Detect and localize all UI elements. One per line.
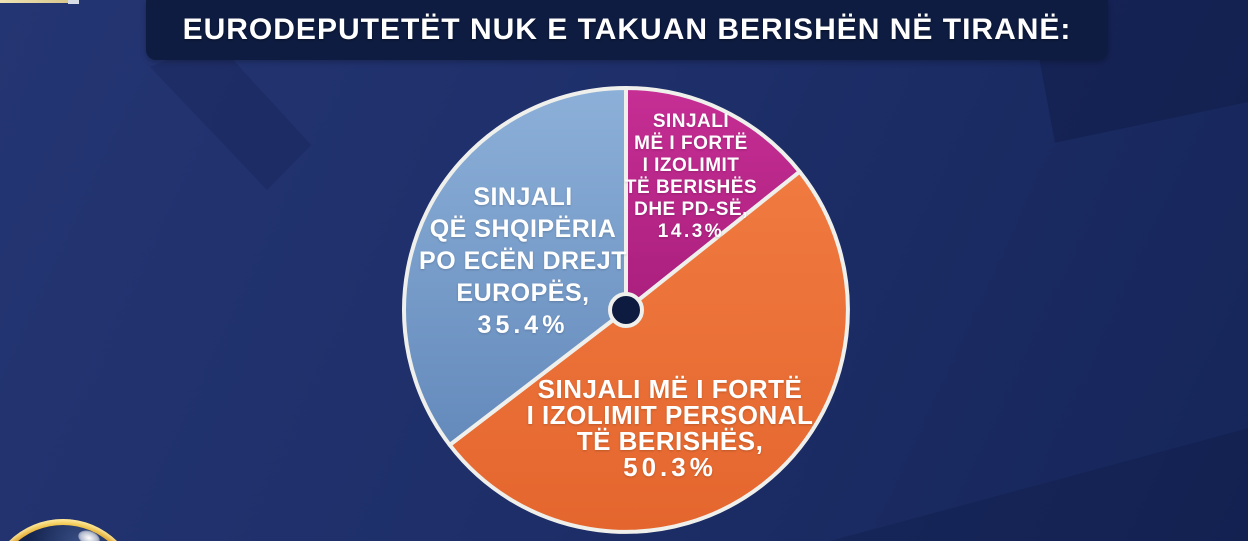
pie-label-blue-slice: SINJALI QË SHQIPËRIA PO ECËN DREJT EUROP…: [419, 181, 627, 341]
pie-slice-izolimi-berishes-dhe-pd-se: [624, 86, 802, 312]
pie-label-line: QË SHQIPËRIA: [429, 215, 617, 243]
top-edge-white-sliver: [68, 0, 79, 4]
top-edge-gold-line: [0, 0, 68, 3]
pie-label-line: SINJALI: [652, 111, 730, 132]
pie-label-percent: 14.3%: [657, 221, 725, 242]
pie-chart: [402, 86, 850, 534]
pie-label-percent: 50.3%: [623, 452, 717, 482]
pie-label-line: I IZOLIMIT: [642, 155, 740, 176]
golden-globe-tv-logo-icon: [0, 519, 140, 541]
title-banner: EURODEPUTETËT NUK E TAKUAN BERISHËN NË T…: [146, 0, 1108, 60]
pie-slice-shqiperia-drejt-europes: [402, 86, 628, 447]
pie-label-line: TË BERISHËS: [624, 177, 758, 198]
pie-label-line: I IZOLIMIT PERSONAL: [526, 400, 814, 430]
pie-center-dot: [608, 292, 644, 328]
pie-label-line: TË BERISHËS,: [576, 426, 764, 456]
pie-label-orange-slice: SINJALI MË I FORTË I IZOLIMIT PERSONAL T…: [527, 376, 814, 480]
background-diagonal-shape-left: [150, 40, 312, 190]
pie-label-line: PO ECËN DREJT: [419, 247, 627, 275]
pie-slice-izolimi-personal-berishes: [447, 169, 850, 534]
page-title: EURODEPUTETËT NUK E TAKUAN BERISHËN NË T…: [182, 13, 1072, 46]
pie-label-line: DHE PD-SË,: [634, 199, 748, 220]
pie-label-line: SINJALI MË I FORTË: [537, 374, 803, 404]
globe-inner-sphere: [0, 525, 134, 541]
pie-label-line: EUROPËS,: [456, 279, 590, 307]
pie-label-magenta-slice: SINJALI MË I FORTË I IZOLIMIT TË BERISHË…: [625, 111, 757, 243]
pie-label-line: MË I FORTË: [634, 133, 748, 154]
pie-label-percent: 35.4%: [477, 311, 569, 339]
background-diagonal-shape-bottom-right: [830, 428, 1248, 541]
pie-label-line: SINJALI: [473, 183, 573, 211]
